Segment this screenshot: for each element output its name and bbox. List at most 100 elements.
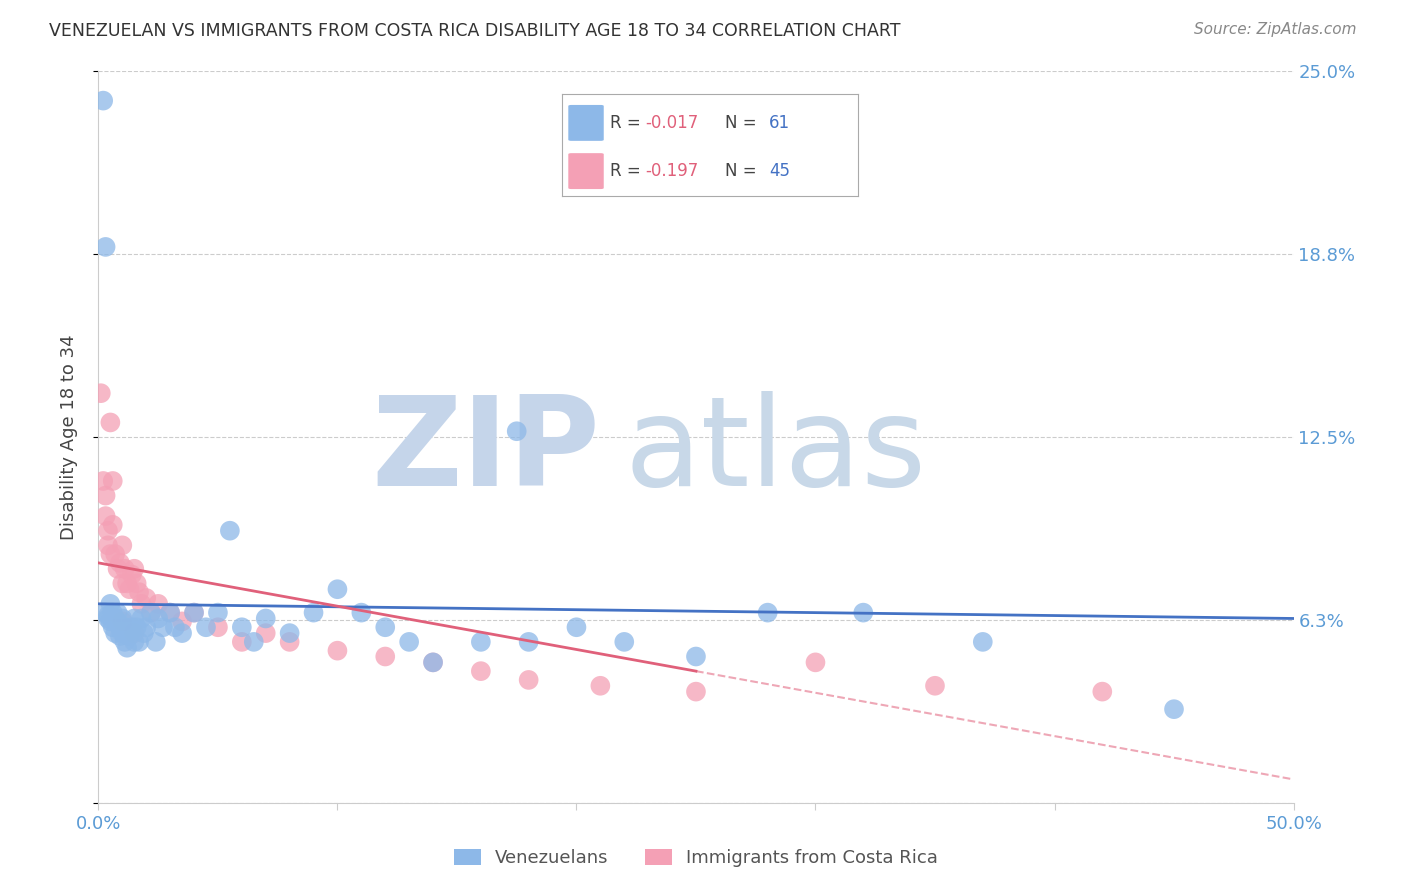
Point xyxy=(125,576,148,591)
Point xyxy=(139,606,162,620)
Point xyxy=(506,424,529,438)
Point xyxy=(278,626,301,640)
Point xyxy=(124,626,146,640)
Point xyxy=(114,562,136,576)
Point xyxy=(131,597,153,611)
Point xyxy=(195,620,218,634)
Point xyxy=(243,635,266,649)
Point xyxy=(145,635,167,649)
Point xyxy=(254,626,277,640)
Point xyxy=(111,611,134,625)
Point xyxy=(94,606,117,620)
Point xyxy=(685,649,707,664)
Point xyxy=(124,611,146,625)
Point xyxy=(108,620,131,634)
Point xyxy=(91,474,114,488)
Point xyxy=(231,620,253,634)
Point xyxy=(107,615,129,629)
Text: -0.017: -0.017 xyxy=(645,114,699,132)
Text: N =: N = xyxy=(725,162,762,180)
Point xyxy=(756,606,779,620)
Point xyxy=(517,673,540,687)
Point xyxy=(398,635,420,649)
Point xyxy=(972,635,994,649)
Point xyxy=(131,611,153,625)
Point xyxy=(183,606,205,620)
Point xyxy=(565,620,588,634)
Point xyxy=(152,620,174,634)
Point xyxy=(98,615,122,629)
Point xyxy=(326,643,349,657)
Text: atlas: atlas xyxy=(624,392,927,512)
FancyBboxPatch shape xyxy=(568,153,603,189)
Point xyxy=(613,635,636,649)
Text: R =: R = xyxy=(610,162,645,180)
Text: R =: R = xyxy=(610,114,645,132)
Point xyxy=(94,240,117,254)
Point xyxy=(804,656,827,670)
Point xyxy=(104,626,127,640)
Point xyxy=(118,582,141,597)
Point xyxy=(148,611,170,625)
Point xyxy=(101,606,124,620)
Point xyxy=(118,629,141,643)
Point xyxy=(124,635,146,649)
Point xyxy=(148,597,170,611)
Point xyxy=(172,626,194,640)
Text: N =: N = xyxy=(725,114,762,132)
Point xyxy=(125,620,148,634)
Point xyxy=(121,567,143,582)
Point xyxy=(685,684,707,698)
Point xyxy=(108,629,131,643)
Point xyxy=(121,620,143,634)
Point xyxy=(91,94,114,108)
Point xyxy=(97,611,120,625)
Point xyxy=(104,547,127,561)
Point xyxy=(98,597,122,611)
Point xyxy=(107,562,129,576)
Text: Source: ZipAtlas.com: Source: ZipAtlas.com xyxy=(1194,22,1357,37)
Point xyxy=(97,524,120,538)
Text: ZIP: ZIP xyxy=(371,392,600,512)
Point xyxy=(374,620,396,634)
Text: 45: 45 xyxy=(769,162,790,180)
Point xyxy=(470,664,492,678)
Point xyxy=(124,562,146,576)
Point xyxy=(422,656,444,670)
Point xyxy=(111,576,134,591)
Point xyxy=(97,538,120,552)
Point xyxy=(98,547,122,561)
Point xyxy=(94,489,117,503)
Point xyxy=(135,620,157,634)
Point xyxy=(98,416,122,430)
Text: -0.197: -0.197 xyxy=(645,162,699,180)
Point xyxy=(207,620,229,634)
Point xyxy=(90,386,112,401)
Point xyxy=(172,615,194,629)
Point xyxy=(101,517,124,532)
Point xyxy=(422,656,444,670)
Point xyxy=(111,626,134,640)
Text: VENEZUELAN VS IMMIGRANTS FROM COSTA RICA DISABILITY AGE 18 TO 34 CORRELATION CHA: VENEZUELAN VS IMMIGRANTS FROM COSTA RICA… xyxy=(49,22,901,40)
Point xyxy=(278,635,301,649)
Point xyxy=(114,635,136,649)
Point xyxy=(139,606,162,620)
Point xyxy=(101,620,124,634)
Point xyxy=(1163,702,1185,716)
Point xyxy=(107,606,129,620)
Point xyxy=(97,608,120,623)
Point xyxy=(207,606,229,620)
Point xyxy=(115,626,138,640)
Point xyxy=(589,679,612,693)
Point xyxy=(132,626,155,640)
Point xyxy=(94,509,117,524)
Point xyxy=(111,538,134,552)
Point xyxy=(135,591,157,605)
Point xyxy=(302,606,325,620)
Point xyxy=(128,635,150,649)
Point xyxy=(108,556,131,570)
Point xyxy=(1091,684,1114,698)
Point xyxy=(159,606,181,620)
Y-axis label: Disability Age 18 to 34: Disability Age 18 to 34 xyxy=(59,334,77,540)
Point xyxy=(111,615,134,629)
